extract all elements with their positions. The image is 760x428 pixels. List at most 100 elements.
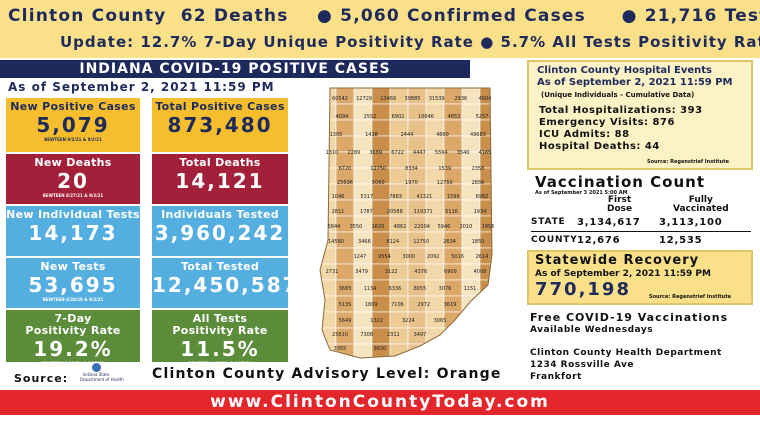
county-count: 2552 [364, 114, 377, 120]
county-count: 4853 [448, 114, 461, 120]
stat-label: All Tests Positivity Rate [152, 313, 288, 337]
county-count: 4862 [394, 224, 407, 230]
county-count: 6722 [391, 150, 404, 156]
county-count: 1305 [330, 132, 343, 138]
stat-value: 14,173 [28, 221, 118, 245]
county-count: 3122 [385, 269, 398, 275]
county-count: 3355 [334, 346, 347, 352]
county-count: 6336 [389, 286, 402, 292]
county [353, 311, 373, 329]
county-count: 1809 [365, 302, 378, 308]
county-count: 10646 [418, 114, 434, 120]
county-count: 8334 [405, 166, 418, 172]
county-count: 119371 [414, 209, 433, 215]
stat-box: Individuals Tested 3,960,242 [152, 206, 288, 256]
stat-value: 19.2% [33, 337, 113, 361]
county-count: 4008 [474, 269, 487, 275]
county-count: 1787 [360, 209, 373, 215]
county-count: 49683 [470, 132, 486, 138]
county-count: 31539 [429, 96, 445, 102]
county-count: 12750 [370, 166, 386, 172]
vaccination-title: Vaccination Count [535, 173, 705, 191]
stat-label-line: Total Deaths [179, 156, 261, 169]
county-count: 4860 [436, 132, 449, 138]
recovery-panel: Statewide Recovery As of September 2, 20… [527, 250, 753, 305]
hospital-line: ICU Admits: 88 [539, 129, 630, 140]
county-count: 3000 [402, 254, 415, 260]
stat-value: 12,450,587 [152, 273, 288, 297]
tested: ● 21,716 Tested [621, 6, 760, 26]
county [320, 295, 337, 313]
county [320, 247, 337, 265]
website: www.ClintonCountyToday.com [0, 390, 760, 415]
county-count: 1956 [482, 224, 495, 230]
department: Frankfort [530, 372, 582, 382]
stat-label-line: All Tests [192, 312, 248, 325]
stat-box: New Tests 53,695 BEWTEEN 4/20/20 & 9/2/21 [6, 258, 140, 308]
dose-count: 12,535 [659, 235, 703, 246]
divider [531, 231, 751, 232]
county-count: 1322 [370, 318, 383, 324]
county [443, 343, 463, 358]
county [335, 263, 355, 281]
clinic: Available Wednesdays [530, 325, 654, 335]
county-count: 12750 [437, 180, 453, 186]
county-count: 1151 [464, 286, 477, 292]
county-count: 5060 [372, 180, 385, 186]
county-count: 7883 [389, 194, 402, 200]
stat-label-line: Total Tested [180, 260, 260, 273]
stat-value: 14,121 [175, 169, 265, 193]
county-count: 3689 [369, 150, 382, 156]
county-count: 1934 [474, 209, 487, 215]
county-count: 2614 [476, 254, 489, 260]
stat-box: Total Deaths 14,121 [152, 154, 288, 204]
county-count: 5844 [328, 224, 341, 230]
county [479, 295, 492, 313]
map: 60542 12729 13466 39885 31539 2936 4604 4094 255… [319, 87, 495, 359]
stat-value: 20 [57, 169, 89, 193]
stat-label-line: Positivity Rate [172, 324, 268, 337]
county-count: 6982 [476, 194, 489, 200]
county-count: 4094 [336, 114, 349, 120]
county-count: 2289 [347, 150, 360, 156]
county-count: 5135 [339, 302, 352, 308]
county-count: 12750 [413, 239, 429, 245]
county-count: 3224 [402, 318, 415, 324]
county-count: 5594 [435, 150, 448, 156]
stat-label-line: New Individual Tests [6, 208, 140, 221]
stat-label: New Tests [6, 261, 140, 273]
county-count: 2358 [472, 166, 485, 172]
county-count: 1599 [447, 194, 460, 200]
county-count: 1134 [364, 286, 377, 292]
county [425, 263, 445, 281]
stat-box: Total Tested 12,450,587 [152, 258, 288, 308]
county-count: 60542 [332, 96, 348, 102]
county-count: 1620 [372, 224, 385, 230]
county [320, 311, 337, 329]
stat-label-line: Individuals Tested [161, 208, 279, 221]
county [335, 247, 355, 265]
county-count: 22004 [414, 224, 430, 230]
stat-label: Individuals Tested [152, 209, 288, 221]
as-of: As of September 2, 2021 11:59 PM [8, 80, 275, 94]
recovery-source: Source: Regenstrief Institute [649, 294, 732, 300]
county-count: 20588 [387, 209, 403, 215]
state-outline [319, 87, 493, 359]
stat-label-line: Total Positive Cases [155, 100, 285, 113]
stat-value: 3,960,242 [154, 221, 286, 245]
county-count: 5946 [438, 224, 451, 230]
county-count: 8124 [386, 239, 399, 245]
column-head-line: Dose [607, 204, 633, 214]
banner: INDIANA COVID-19 POSITIVE CASES [0, 60, 470, 78]
hospital-line: Emergency Visits: 876 [539, 117, 675, 128]
stat-box: New Individual Tests 14,173 [6, 206, 140, 256]
advisory: Clinton County Advisory Level: Orange [152, 366, 502, 382]
county [461, 327, 481, 345]
county-count: 2811 [332, 209, 345, 215]
vaccination-panel: Vaccination Count As of September 3 2021… [527, 173, 753, 249]
stat-label: Total Tested [152, 261, 288, 273]
county-count: 3065 [434, 318, 447, 324]
county-count: 1539 [438, 166, 451, 172]
